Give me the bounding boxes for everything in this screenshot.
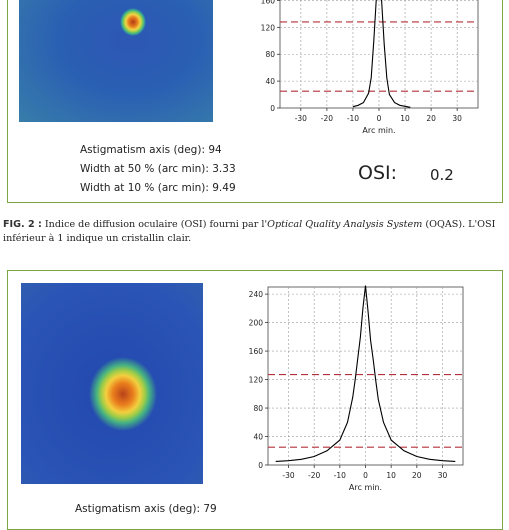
x-tick-label: -30 bbox=[282, 471, 294, 480]
x-tick-label: 20 bbox=[412, 471, 422, 480]
y-tick-label: 80 bbox=[265, 50, 275, 59]
y-tick-label: 160 bbox=[261, 0, 276, 5]
y-tick-label: 200 bbox=[249, 319, 264, 328]
y-tick-label: 0 bbox=[258, 461, 263, 470]
y-tick-label: 80 bbox=[253, 404, 263, 413]
measurement-info: Astigmatism axis (deg): 94 Width at 50 %… bbox=[80, 141, 236, 198]
psf-curve bbox=[275, 285, 456, 462]
psf-profile-chart: -30 -20 -10 0 10 20 30 0 40 80 120 160 200 240 Arc min… bbox=[249, 285, 464, 492]
y-tick-label: 120 bbox=[249, 376, 264, 385]
x-tick-label: 0 bbox=[363, 471, 368, 480]
measurement-info: Astigmatism axis (deg): 79 bbox=[75, 500, 217, 519]
y-tick-label: 120 bbox=[261, 23, 276, 32]
psf-curve bbox=[352, 0, 411, 108]
x-tick-label: 0 bbox=[377, 114, 382, 123]
double-pass-retinal-image bbox=[19, 0, 213, 122]
x-tick-label: -10 bbox=[334, 471, 346, 480]
y-tick-label: 160 bbox=[249, 347, 264, 356]
caption-text: (OQAS). L'OSI inférieur à 1 indique un c… bbox=[3, 219, 496, 244]
x-tick-label: -20 bbox=[308, 471, 320, 480]
astigmatism-axis-text: Astigmatism axis (deg): 94 bbox=[80, 144, 222, 156]
x-axis-label: Arc min. bbox=[362, 126, 395, 135]
y-tick-label: 0 bbox=[270, 104, 275, 113]
psf-profile-chart: -30 -20 -10 0 10 20 30 0 40 80 120 160 Arc min. bbox=[261, 0, 479, 135]
x-tick-label: 30 bbox=[438, 471, 448, 480]
x-tick-label: 10 bbox=[386, 471, 396, 480]
osi-value: 0.2 bbox=[430, 166, 454, 184]
x-tick-label: -10 bbox=[347, 114, 359, 123]
x-tick-label: 20 bbox=[426, 114, 436, 123]
y-tick-label: 40 bbox=[253, 433, 263, 442]
y-tick-label: 40 bbox=[265, 77, 275, 86]
x-tick-label: 30 bbox=[452, 114, 462, 123]
x-axis-label: Arc min. bbox=[349, 483, 382, 492]
double-pass-retinal-image bbox=[21, 283, 203, 484]
x-tick-label: -30 bbox=[295, 114, 307, 123]
x-tick-label: 10 bbox=[400, 114, 410, 123]
caption-text: Indice de diffusion oculaire (OSI) fourn… bbox=[41, 219, 268, 230]
y-tick-label: 240 bbox=[249, 290, 264, 299]
osi-label: OSI: bbox=[358, 162, 398, 184]
figure-caption: FIG. 2 : Indice de diffusion oculaire (O… bbox=[3, 218, 506, 245]
astigmatism-axis-text: Astigmatism axis (deg): 79 bbox=[75, 503, 217, 515]
caption-italic-text: Optical Quality Analysis System bbox=[267, 219, 423, 230]
width-50-text: Width at 50 % (arc min): 3.33 bbox=[80, 163, 236, 175]
x-tick-label: -20 bbox=[321, 114, 333, 123]
figure-number: FIG. 2 : bbox=[3, 219, 42, 230]
width-10-text: Width at 10 % (arc min): 9.49 bbox=[80, 182, 236, 194]
